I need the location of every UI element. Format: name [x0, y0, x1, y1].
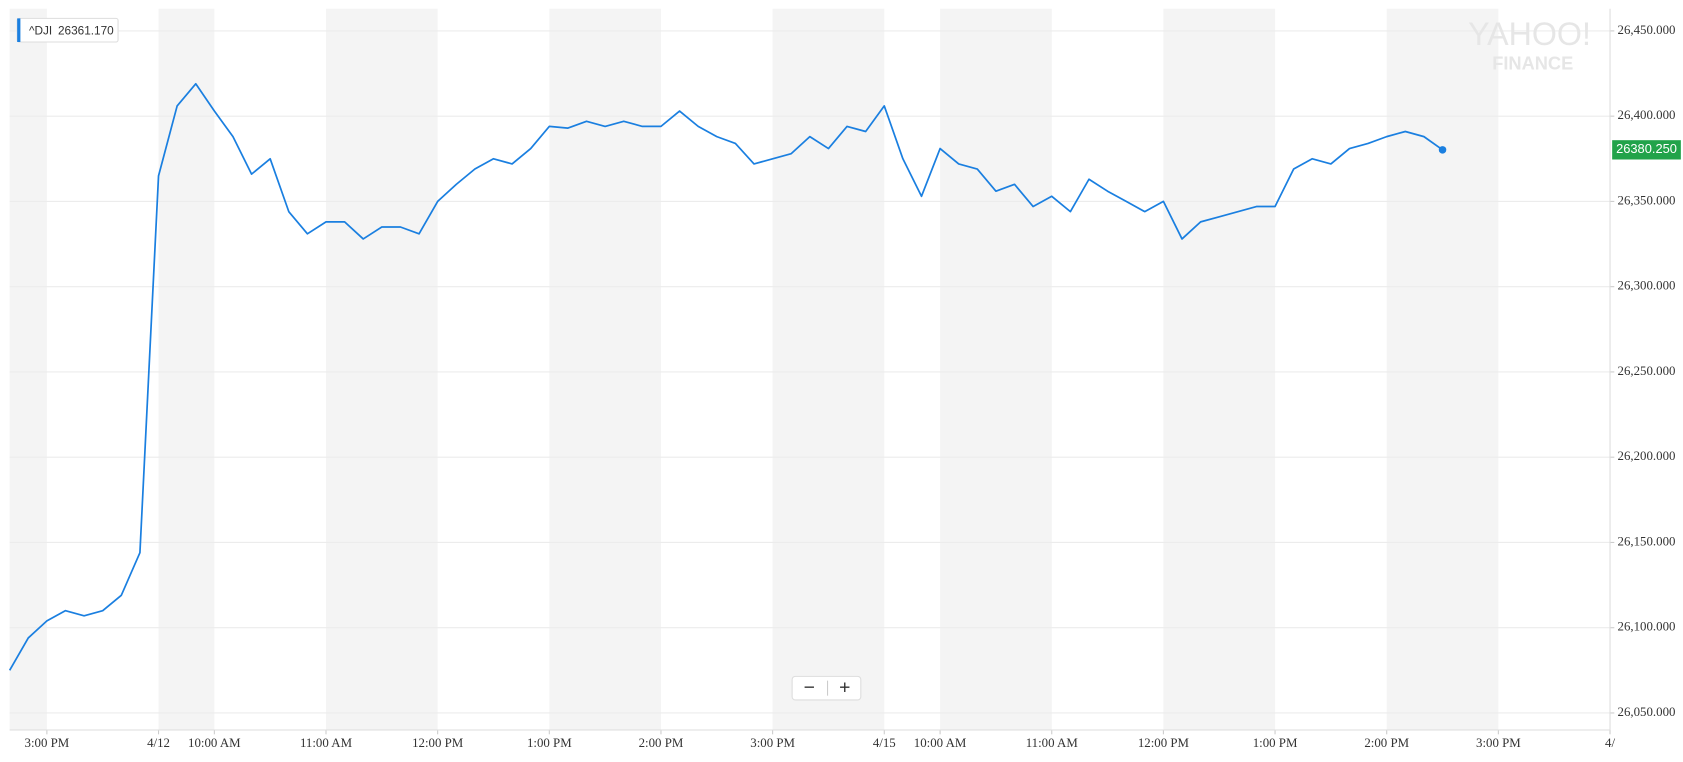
x-tick-label: 10:00 AM — [914, 736, 967, 750]
x-tick-label: 3:00 PM — [750, 736, 795, 750]
price-line — [8, 82, 1444, 671]
x-tick-label: 4/15 — [873, 736, 896, 750]
hour-band — [940, 8, 1052, 731]
watermark: YAHOO! — [1468, 16, 1591, 52]
y-tick-label: 26,250.000 — [1618, 364, 1676, 378]
zoom-box — [791, 675, 862, 701]
last-price-label: 26380.250 — [1616, 141, 1677, 156]
y-tick-label: 26,450.000 — [1618, 23, 1676, 37]
tooltip-swatch — [17, 18, 21, 43]
y-tick-label: 26,400.000 — [1618, 108, 1676, 122]
hour-band — [9, 8, 47, 731]
x-tick-label: 3:00 PM — [1476, 736, 1521, 750]
y-tick-label: 26,150.000 — [1618, 534, 1676, 548]
x-tick-label: 12:00 PM — [1138, 736, 1190, 750]
zoom-out[interactable]: − — [804, 677, 815, 698]
y-tick-label: 26,100.000 — [1618, 620, 1676, 634]
hour-band — [326, 8, 438, 731]
x-tick-label: 4/ — [1605, 736, 1615, 750]
last-point — [1438, 146, 1447, 154]
zoom-in[interactable]: + — [839, 677, 850, 698]
last-price-tag — [1612, 140, 1681, 160]
tooltip-symbol: ^DJI — [29, 23, 52, 37]
y-tick-label: 26,350.000 — [1618, 193, 1676, 207]
x-tick-label: 4/12 — [147, 736, 170, 750]
watermark: FINANCE — [1492, 52, 1573, 73]
x-tick-label: 11:00 AM — [300, 736, 353, 750]
hour-band — [158, 8, 215, 731]
x-tick-label: 2:00 PM — [639, 736, 684, 750]
x-tick-label: 1:00 PM — [527, 736, 572, 750]
x-tick-label: 3:00 PM — [25, 736, 70, 750]
y-tick-label: 26,200.000 — [1618, 449, 1676, 463]
tooltip: ^DJI 26361.170 — [16, 17, 119, 43]
x-tick-label: 10:00 AM — [188, 736, 241, 750]
hour-band — [1386, 8, 1499, 731]
tooltip-value: 26361.170 — [58, 23, 114, 37]
x-tick-label: 1:00 PM — [1253, 736, 1298, 750]
hour-band — [772, 8, 885, 731]
y-tick-label: 26,050.000 — [1618, 705, 1676, 719]
zoom-control: − + — [791, 675, 862, 701]
x-tick-label: 2:00 PM — [1364, 736, 1409, 750]
x-tick-label: 11:00 AM — [1026, 736, 1079, 750]
x-tick-label: 12:00 PM — [412, 736, 464, 750]
hour-band — [549, 8, 661, 731]
hour-band — [1163, 8, 1276, 731]
y-tick-label: 26,300.000 — [1618, 279, 1676, 293]
